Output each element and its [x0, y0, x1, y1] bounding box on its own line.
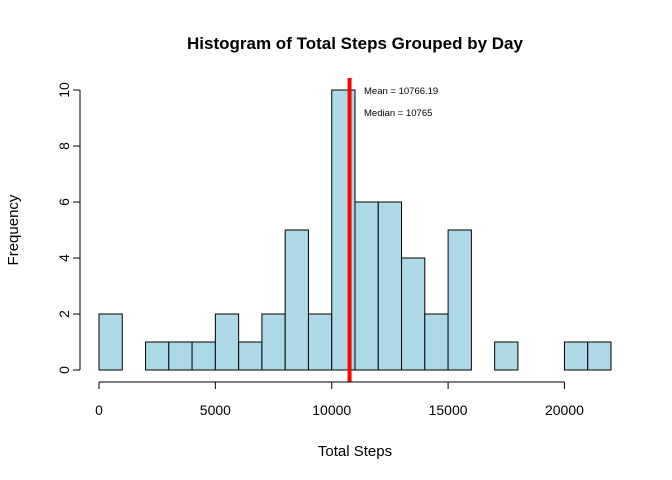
x-axis: 0 5000 10000 15000 20000 [95, 381, 584, 418]
histogram-bar [191, 341, 216, 371]
mean-annotation: Mean = 10766.19 [364, 86, 438, 97]
y-axis-label: Frequency [5, 194, 22, 265]
x-tick-label: 10000 [312, 402, 351, 418]
histogram-bar [401, 257, 426, 371]
y-tick-label: 4 [56, 254, 72, 262]
y-axis: 0 2 4 6 8 10 [56, 82, 81, 374]
histogram-bar [447, 229, 472, 371]
y-tick-label: 6 [56, 198, 72, 206]
median-annotation: Median = 10765 [364, 108, 432, 119]
y-tick-label: 8 [56, 142, 72, 150]
chart-title: Histogram of Total Steps Grouped by Day [187, 34, 523, 53]
histogram-bar [424, 313, 449, 371]
histogram-bar [377, 201, 403, 371]
bars-group [98, 89, 612, 371]
histogram-bar [563, 341, 589, 371]
histogram-bar [494, 341, 519, 371]
y-tick-label: 10 [56, 82, 72, 98]
histogram-bar [214, 313, 240, 371]
histogram-bar [284, 229, 309, 371]
histogram-bar [261, 313, 286, 371]
histogram-bar [98, 313, 123, 371]
histogram-bar [238, 341, 263, 371]
y-tick-label: 0 [56, 366, 72, 374]
histogram-bar [587, 341, 612, 371]
x-tick-label: 5000 [200, 402, 231, 418]
histogram-bar [145, 341, 170, 371]
histogram-bar [354, 201, 379, 371]
y-tick-label: 2 [56, 310, 72, 318]
histogram-bar [307, 313, 333, 371]
x-tick-label: 0 [95, 402, 103, 418]
x-tick-label: 20000 [545, 402, 584, 418]
x-axis-label: Total Steps [318, 443, 392, 460]
x-tick-label: 15000 [429, 402, 468, 418]
histogram-bar [168, 341, 193, 371]
